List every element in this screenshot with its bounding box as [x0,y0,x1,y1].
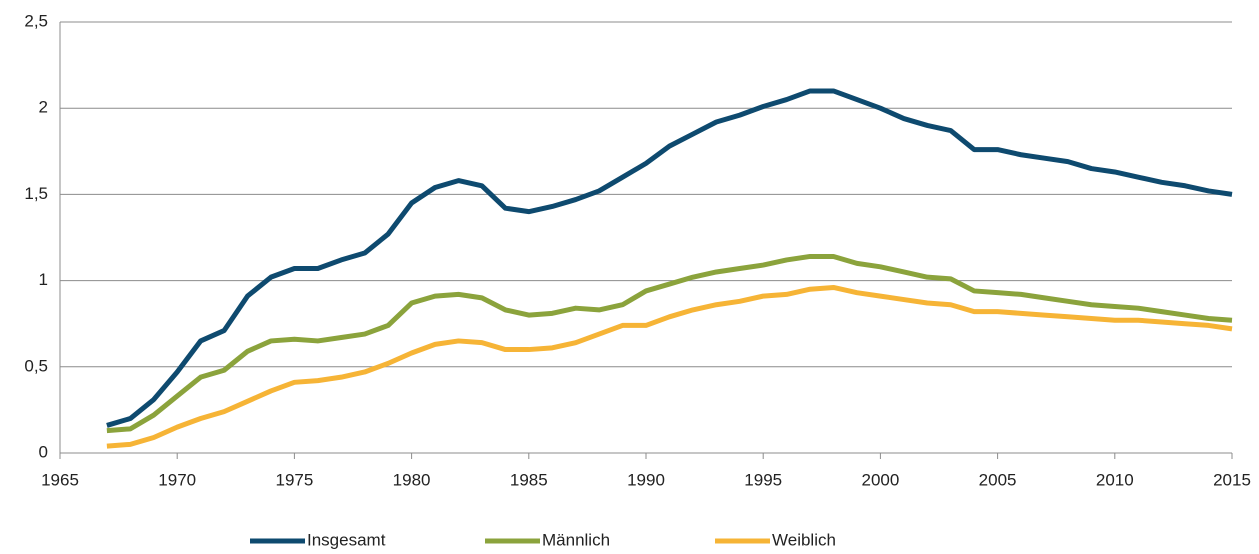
legend-label: Männlich [542,530,610,549]
x-tick-label: 1995 [744,470,782,489]
series-line [106,253,1233,434]
x-tick-label: 1975 [275,470,313,489]
y-tick-label: 2 [39,98,48,117]
x-tick-label: 1990 [627,470,665,489]
legend-label: Weiblich [772,530,836,549]
x-tick-label: 2000 [861,470,899,489]
y-tick-label: 0 [39,442,48,461]
x-tick-label: 2005 [979,470,1017,489]
y-tick-label: 2,5 [24,11,48,30]
series-line [106,88,1233,428]
legend-label: Insgesamt [307,530,386,549]
y-tick-label: 1,5 [24,184,48,203]
y-tick-label: 0,5 [24,356,48,375]
x-tick-label: 2010 [1096,470,1134,489]
x-tick-label: 1970 [158,470,196,489]
x-tick-label: 1985 [510,470,548,489]
x-tick-label: 1980 [393,470,431,489]
series-line [106,284,1233,449]
x-tick-label: 1965 [41,470,79,489]
y-tick-label: 1 [39,270,48,289]
x-tick-label: 2015 [1213,470,1251,489]
